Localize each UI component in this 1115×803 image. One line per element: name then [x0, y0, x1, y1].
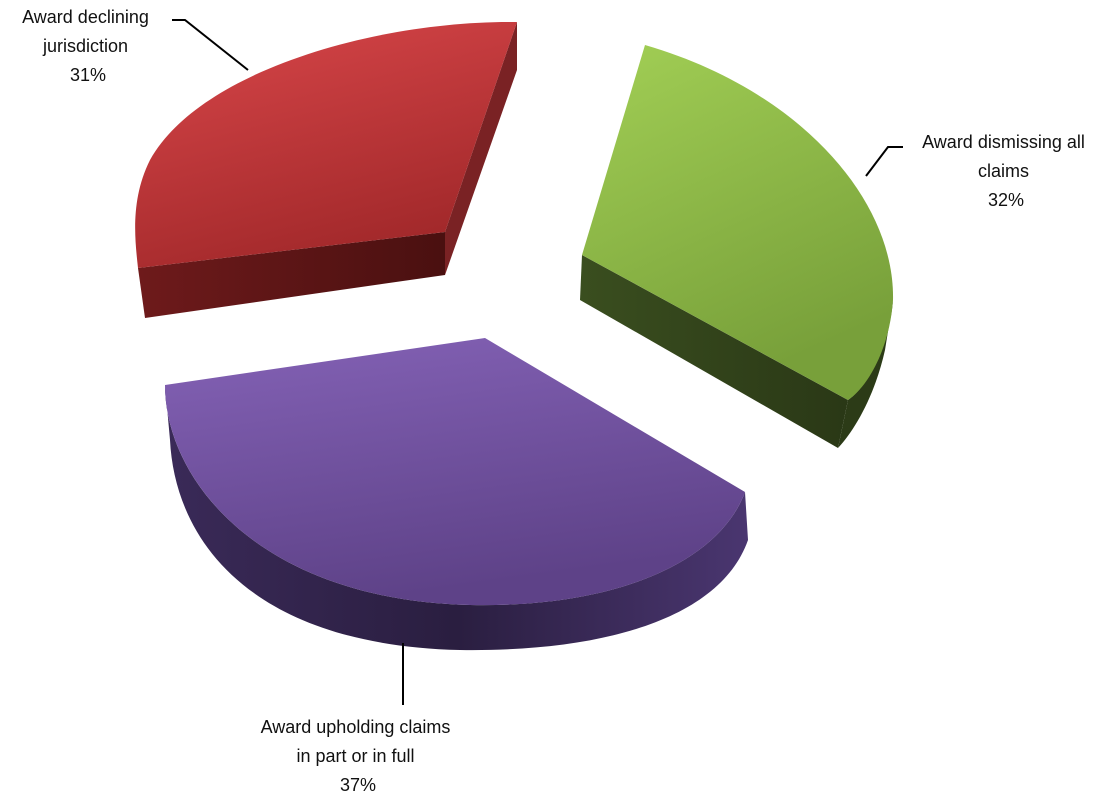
- slice-top-upholding-claims: [165, 338, 745, 606]
- label-line: claims: [978, 161, 1029, 181]
- data-label-dismissing-all-claims: Award dismissing all claims 32%: [922, 132, 1090, 210]
- leader-line-dismissing-all-claims: [865, 146, 903, 177]
- label-value: 31%: [70, 65, 106, 85]
- label-line: in part or in full: [296, 746, 414, 766]
- slice-side-declining-jurisdiction: [138, 232, 445, 318]
- label-line: Award dismissing all: [922, 132, 1085, 152]
- slice-side-outer-dismissing-all-claims: [838, 300, 893, 448]
- slice-side-upholding-claims: [165, 385, 748, 651]
- slice-side-dismissing-all-claims: [580, 255, 848, 448]
- data-label-upholding-claims: Award upholding claims in part or in ful…: [261, 717, 456, 795]
- pie-slice-upholding-claims: [165, 338, 748, 651]
- label-value: 32%: [988, 190, 1024, 210]
- label-line: jurisdiction: [42, 36, 128, 56]
- label-line: Award declining: [22, 7, 149, 27]
- slice-top-declining-jurisdiction: [135, 21, 517, 268]
- pie-slice-dismissing-all-claims: [580, 45, 894, 448]
- slice-top-dismissing-all-claims: [582, 45, 894, 400]
- pie-slice-declining-jurisdiction: [135, 21, 517, 318]
- label-line: Award upholding claims: [261, 717, 451, 737]
- data-label-declining-jurisdiction: Award declining jurisdiction 31%: [22, 7, 154, 85]
- leader-line-declining-jurisdiction: [172, 19, 249, 71]
- label-value: 37%: [340, 775, 376, 795]
- slice-side-right-declining-jurisdiction: [445, 22, 517, 275]
